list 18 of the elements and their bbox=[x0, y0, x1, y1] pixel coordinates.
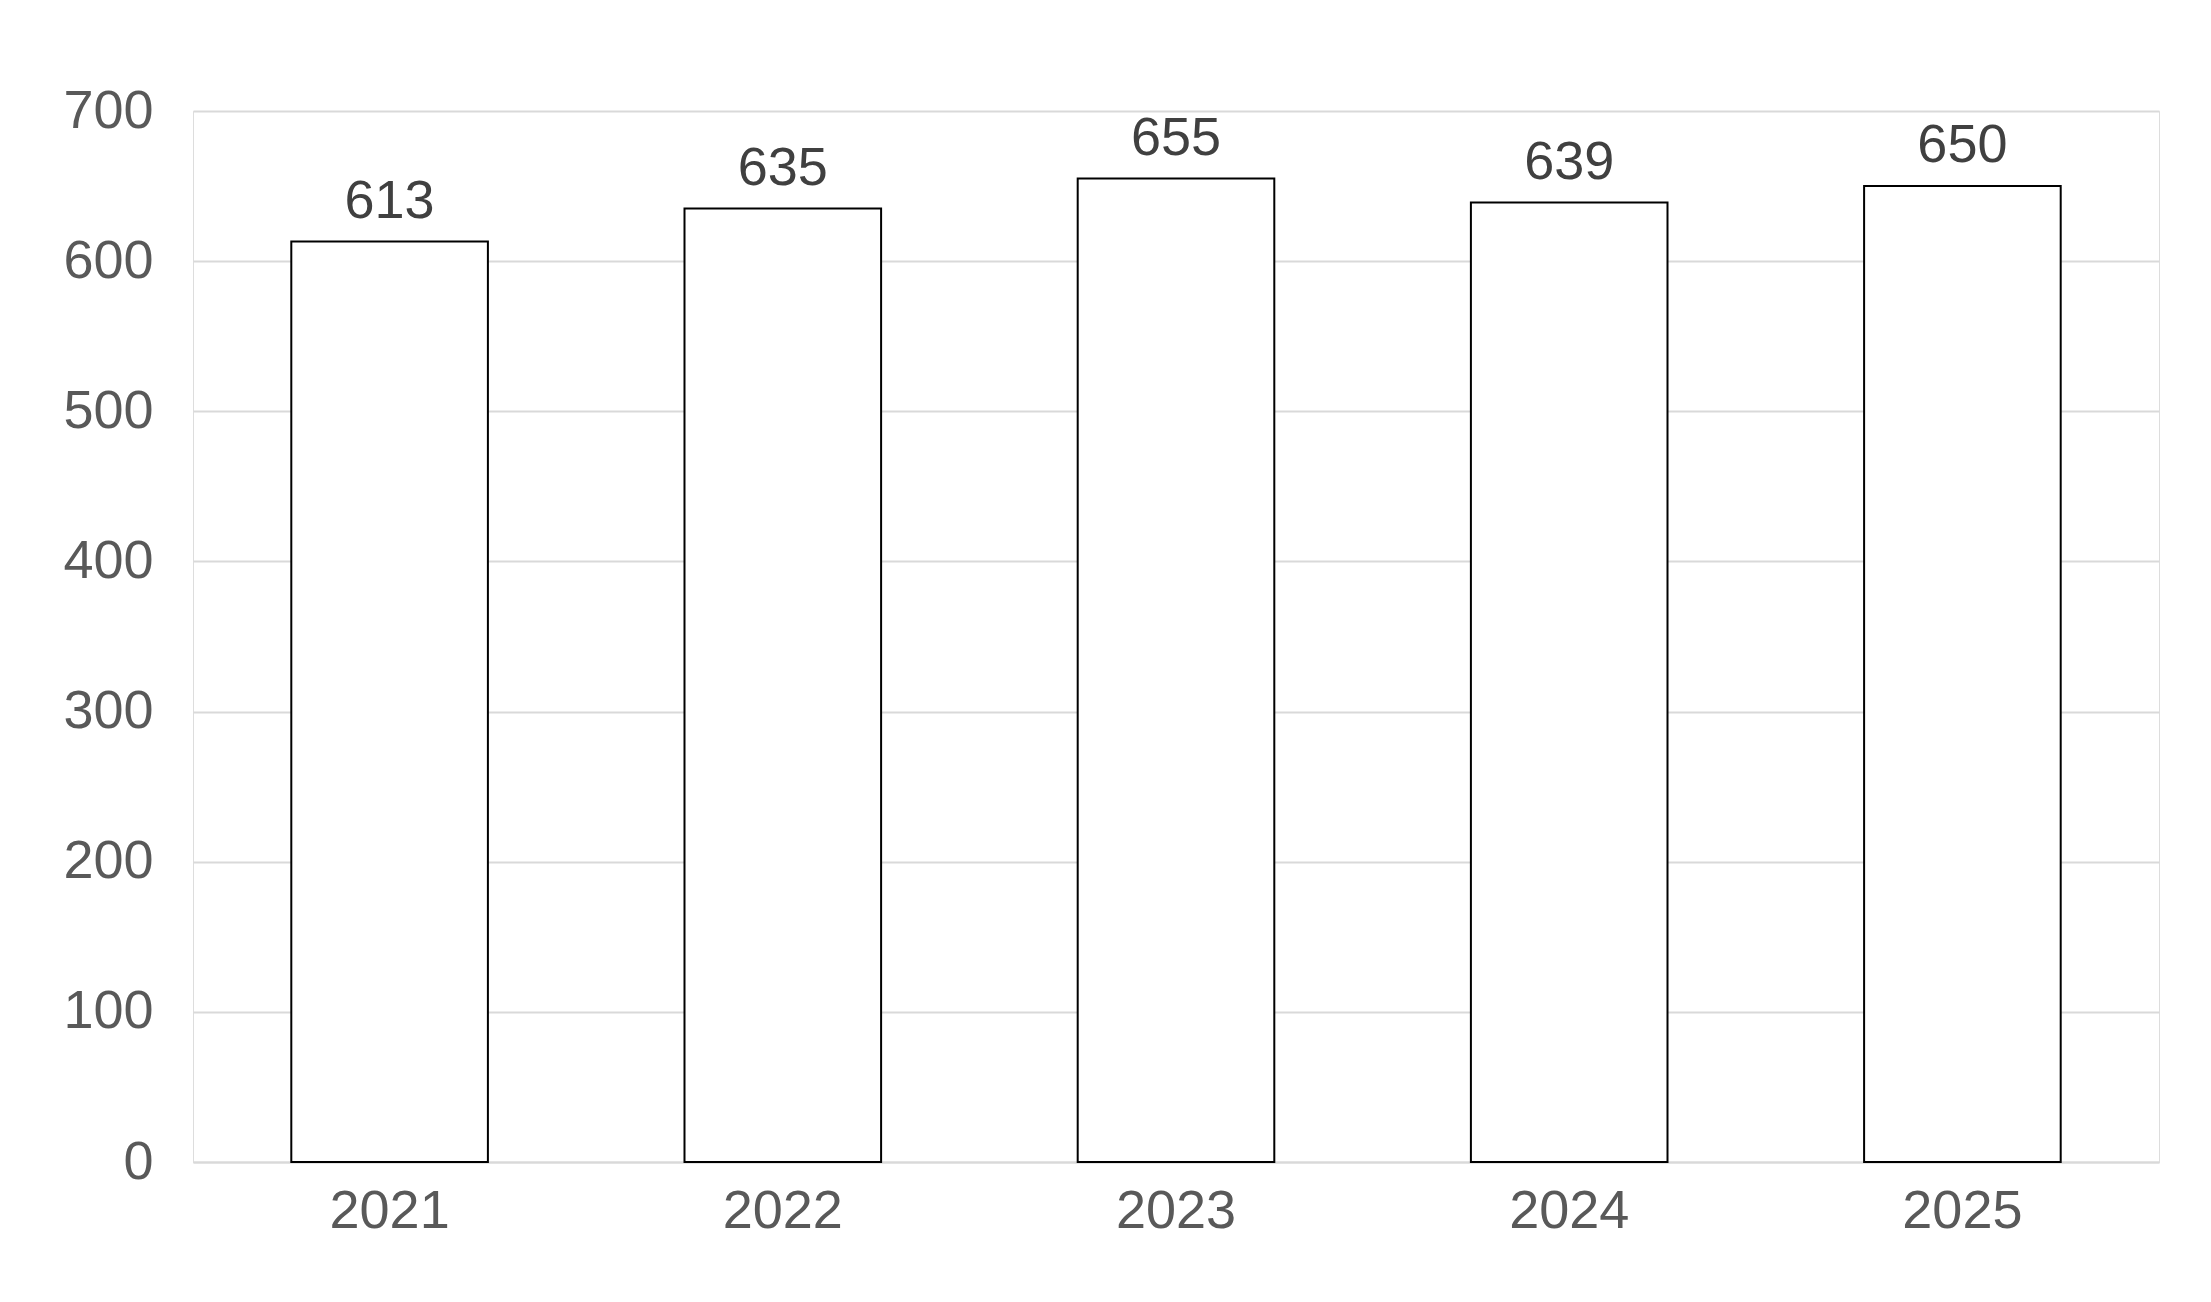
data-label: 613 bbox=[344, 168, 435, 229]
x-tick-label: 2025 bbox=[1902, 1178, 2023, 1239]
x-tick-label: 2024 bbox=[1509, 1178, 1630, 1239]
y-tick-label: 600 bbox=[63, 228, 154, 289]
y-tick-label: 400 bbox=[63, 528, 154, 589]
data-label: 635 bbox=[737, 135, 828, 196]
x-tick-label: 2023 bbox=[1115, 1178, 1237, 1239]
y-tick-label: 500 bbox=[63, 378, 154, 439]
x-tick-label: 2022 bbox=[722, 1178, 843, 1239]
data-label: 639 bbox=[1524, 129, 1615, 190]
y-tick-label: 0 bbox=[123, 1129, 154, 1190]
y-tick-label: 300 bbox=[63, 679, 154, 740]
y-tick-label: 100 bbox=[63, 979, 154, 1040]
y-tick-label: 700 bbox=[63, 78, 154, 139]
data-label: 655 bbox=[1130, 105, 1222, 166]
y-tick-label: 200 bbox=[63, 829, 154, 890]
x-tick-label: 2021 bbox=[329, 1178, 450, 1239]
data-label: 650 bbox=[1917, 113, 2008, 174]
